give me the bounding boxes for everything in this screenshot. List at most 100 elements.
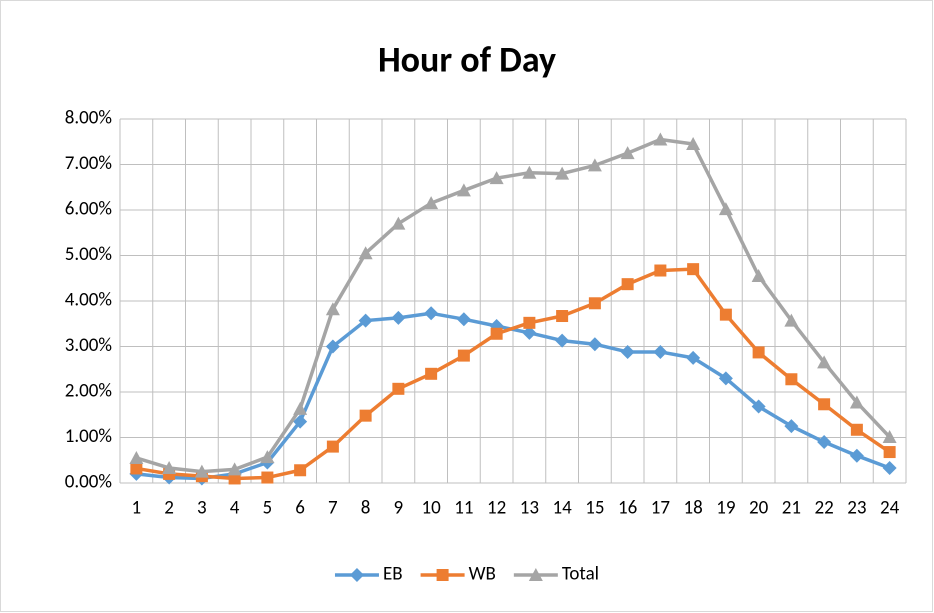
x-tick-label: 7 xyxy=(328,497,338,520)
data-point xyxy=(882,430,897,444)
data-point xyxy=(325,339,340,354)
y-tick-label: 2.00% xyxy=(65,380,112,403)
data-point xyxy=(653,344,668,359)
x-tick-label: 21 xyxy=(782,497,801,520)
y-tick-label: 6.00% xyxy=(65,198,112,221)
data-point xyxy=(687,263,700,276)
data-point xyxy=(261,471,274,484)
data-point xyxy=(391,310,406,325)
data-point xyxy=(358,313,373,328)
data-point xyxy=(882,460,897,475)
data-point xyxy=(653,132,668,146)
data-point xyxy=(555,333,570,348)
data-point xyxy=(556,310,569,323)
x-tick-label: 11 xyxy=(454,497,473,520)
x-tick-label: 3 xyxy=(197,497,207,520)
y-tick-label: 4.00% xyxy=(65,289,112,312)
data-point xyxy=(293,414,308,429)
y-tick-label: 0.00% xyxy=(65,471,112,494)
legend-label: Total xyxy=(562,563,599,586)
data-point xyxy=(654,264,667,277)
data-point xyxy=(620,146,635,160)
data-point xyxy=(718,202,733,216)
data-point xyxy=(818,398,831,411)
data-point xyxy=(359,409,372,422)
x-tick-label: 12 xyxy=(487,497,506,520)
data-point xyxy=(784,419,799,434)
data-point xyxy=(621,278,634,291)
data-point xyxy=(424,196,439,210)
x-tick-label: 22 xyxy=(814,497,833,520)
x-tick-label: 2 xyxy=(164,497,174,520)
data-point xyxy=(817,355,832,369)
x-tick-label: 13 xyxy=(520,497,539,520)
y-tick-label: 3.00% xyxy=(65,334,112,357)
x-tick-label: 14 xyxy=(552,497,572,520)
data-point xyxy=(850,423,863,436)
data-point xyxy=(326,440,339,453)
data-point xyxy=(719,308,732,321)
data-point xyxy=(817,435,832,450)
data-point xyxy=(849,448,864,463)
y-tick-label: 5.00% xyxy=(65,243,112,266)
data-point xyxy=(391,216,406,230)
data-point xyxy=(718,371,733,386)
data-point xyxy=(425,367,438,380)
data-point xyxy=(457,349,470,362)
y-tick-label: 8.00% xyxy=(65,107,112,130)
data-point xyxy=(424,306,439,321)
data-point xyxy=(849,395,864,409)
x-tick-label: 17 xyxy=(651,497,671,520)
x-tick-label: 24 xyxy=(880,497,900,520)
data-point xyxy=(752,346,765,359)
legend-label: WB xyxy=(469,563,496,586)
chart-title: Hour of Day xyxy=(378,38,556,82)
data-point xyxy=(587,337,602,352)
x-tick-label: 16 xyxy=(618,497,637,520)
data-point xyxy=(130,462,143,475)
x-tick-label: 15 xyxy=(585,497,604,520)
data-point xyxy=(751,399,766,414)
x-tick-label: 1 xyxy=(132,497,142,520)
legend-marker xyxy=(436,569,449,581)
data-point xyxy=(227,462,242,476)
data-point xyxy=(456,183,471,197)
data-point xyxy=(162,460,177,474)
data-point xyxy=(523,316,536,329)
data-point xyxy=(260,450,275,464)
data-point xyxy=(456,312,471,327)
data-point xyxy=(784,313,799,327)
data-point xyxy=(883,446,896,459)
x-tick-label: 18 xyxy=(683,497,702,520)
data-point xyxy=(522,165,537,179)
series-line xyxy=(135,137,891,474)
data-point xyxy=(785,373,798,386)
x-tick-label: 4 xyxy=(230,497,240,520)
data-point xyxy=(522,325,537,340)
data-point xyxy=(587,158,602,172)
data-point xyxy=(751,268,766,282)
x-tick-label: 23 xyxy=(847,497,866,520)
data-point xyxy=(588,297,601,310)
y-tick-label: 7.00% xyxy=(65,152,112,175)
x-tick-label: 5 xyxy=(263,497,273,520)
data-point xyxy=(325,302,340,316)
data-point xyxy=(194,464,209,478)
data-point xyxy=(358,246,373,260)
x-tick-label: 8 xyxy=(361,497,371,520)
data-point xyxy=(228,472,241,485)
data-point xyxy=(293,401,308,415)
x-tick-label: 9 xyxy=(394,497,404,520)
x-tick-label: 20 xyxy=(749,497,769,520)
data-point xyxy=(392,382,405,395)
data-point xyxy=(129,450,144,464)
data-point xyxy=(686,137,701,151)
data-point xyxy=(555,166,570,180)
data-point xyxy=(489,171,504,185)
legend-label: EB xyxy=(383,563,403,586)
y-tick-label: 1.00% xyxy=(65,425,112,448)
data-point xyxy=(294,464,307,477)
x-tick-label: 10 xyxy=(421,497,441,520)
